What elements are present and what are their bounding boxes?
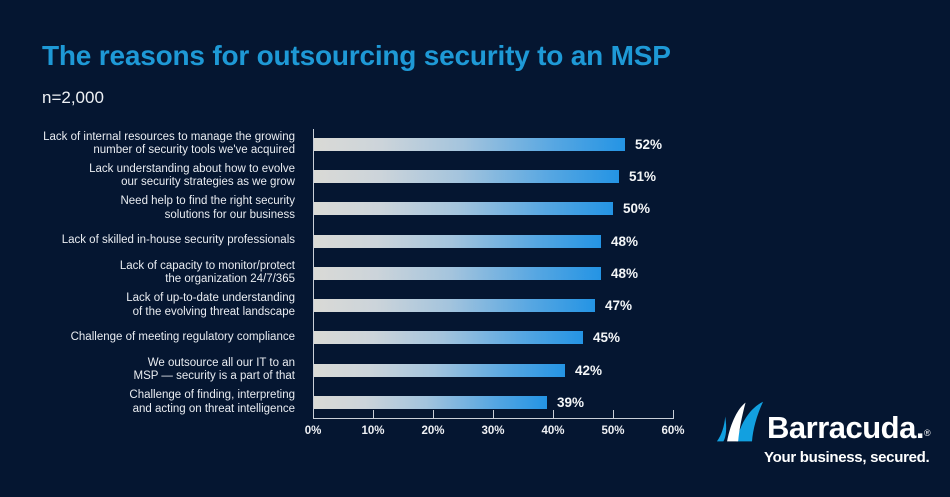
bar-value-label: 51% [629,168,657,184]
bar-row: We outsource all our IT to an MSP — secur… [0,354,950,386]
category-label: Challenge of meeting regulatory complian… [70,331,295,344]
bar-value-label: 42% [575,362,603,378]
bar [313,266,601,280]
bar-row: Lack of skilled in-house security profes… [0,225,950,257]
x-axis-tick-mark [373,410,374,418]
bar-row: Lack of internal resources to manage the… [0,128,950,160]
x-axis-tick-label: 10% [361,425,385,437]
x-axis-tick-label: 60% [661,425,685,437]
category-label: Lack of capacity to monitor/protect the o… [119,259,295,286]
bar [313,137,625,151]
category-label: Lack of up-to-date understanding of the e… [126,292,295,318]
bar [313,396,547,410]
category-label: Challenge of finding, interpreting and ac… [129,389,295,415]
x-axis-tick-mark [553,410,554,418]
x-axis: 0% 10% 20% 30% 40% 50% 60% [305,410,685,437]
bar-row: Challenge of meeting regulatory complian… [0,322,950,354]
bar-row: Lack understanding about how to evolve ou… [0,160,950,192]
bar [313,234,601,248]
bar [313,363,565,377]
x-axis-tick-label: 30% [481,425,505,437]
bar [313,169,619,183]
bar-value-label: 39% [557,395,585,411]
x-axis-tick-mark [613,410,614,418]
bar-value-label: 48% [611,233,639,249]
barracuda-fin-icon [716,399,764,445]
sample-size-label: n=2,000 [42,88,104,107]
x-axis-tick-label: 40% [541,425,565,437]
registered-mark: ® [923,428,931,438]
logo-tagline: Your business, secured. [764,449,930,466]
bar-row: Challenge of finding, interpreting and ac… [0,386,950,418]
bar [313,299,595,313]
bar-value-label: 52% [635,136,663,152]
bar [313,331,583,345]
x-axis-tick-label: 50% [601,425,625,437]
x-axis-tick-mark [493,410,494,418]
category-label: Lack understanding about how to evolve ou… [89,162,295,189]
chart-title: The reasons for outsourcing security to … [42,40,671,71]
x-axis-tick-mark [433,410,434,418]
y-axis-line [313,129,314,418]
category-label: Need help to find the right security solu… [120,195,295,221]
x-axis-tick-mark [673,410,674,418]
logo-wordmark: Barracuda.® [767,410,931,445]
bar-value-label: 48% [611,265,639,281]
bar-row: Need help to find the right security solu… [0,193,950,225]
bar-row: Lack of up-to-date understanding of the e… [0,289,950,321]
bar-value-label: 50% [623,201,651,217]
x-axis-tick-label: 0% [304,425,322,437]
bar-row: Lack of capacity to monitor/protect the o… [0,257,950,289]
bar-value-label: 47% [605,298,633,314]
x-axis-tick-label: 20% [421,425,445,437]
chart-rows: Lack of internal resources to manage the… [0,128,950,419]
category-label: We outsource all our IT to an MSP — secur… [133,356,296,383]
category-label: Lack of skilled in-house security profes… [61,234,295,247]
bar [313,202,613,216]
barracuda-logo: Barracuda.® Your business, secured. [716,399,931,466]
bar-value-label: 45% [593,330,621,346]
category-label: Lack of internal resources to manage the… [43,130,295,157]
